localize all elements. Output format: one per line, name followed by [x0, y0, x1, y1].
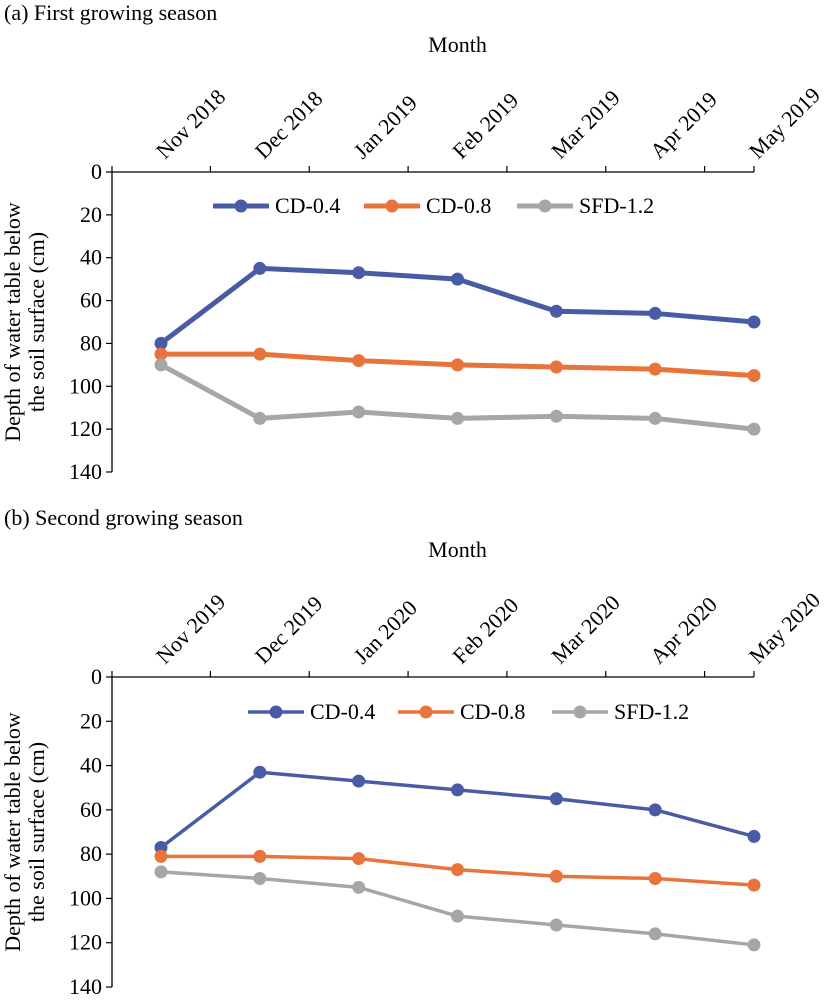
data-point	[747, 829, 761, 843]
data-point	[253, 849, 267, 863]
y-tick-label: 140	[69, 459, 102, 484]
x-tick-label: Feb 2020	[447, 593, 523, 669]
data-point	[747, 315, 761, 329]
data-point	[549, 360, 563, 374]
y-tick-label: 20	[80, 708, 102, 733]
panel-title: (b) Second growing season	[4, 505, 243, 530]
data-point	[352, 852, 366, 866]
legend-marker	[419, 705, 433, 719]
data-point	[648, 306, 662, 320]
legend-label: CD-0.8	[460, 699, 525, 724]
y-axis-title: the soil surface (cm)	[24, 232, 49, 412]
y-tick-label: 100	[69, 373, 102, 398]
y-axis-title: Depth of water table below	[0, 712, 25, 952]
data-point	[253, 261, 267, 275]
x-tick-label: May 2020	[744, 587, 825, 668]
y-tick-label: 100	[69, 885, 102, 910]
y-tick-label: 40	[80, 245, 102, 270]
y-tick-label: 80	[80, 330, 102, 355]
legend-label: SFD-1.2	[579, 193, 654, 218]
data-point	[253, 872, 267, 885]
data-point	[648, 872, 662, 885]
y-tick-label: 60	[80, 288, 102, 313]
x-tick-label: Feb 2019	[447, 88, 523, 164]
data-point	[451, 272, 464, 286]
line-chart-second-season: Month Nov 2019 Dec 2019 Jan 2020 Feb 2020 Mar…	[0, 537, 825, 999]
legend-marker	[385, 199, 399, 213]
x-axis-title: Month	[428, 32, 487, 57]
data-point	[352, 354, 366, 368]
data-point	[648, 411, 662, 425]
y-tick-label: 140	[69, 974, 102, 999]
panel-title: (a) First growing season	[4, 0, 218, 25]
y-tick-label: 20	[80, 202, 102, 227]
data-point	[154, 358, 168, 372]
data-point	[154, 336, 168, 350]
x-tick-label: Nov 2019	[151, 589, 230, 668]
data-point	[648, 803, 662, 817]
x-tick-label: Jan 2019	[349, 90, 422, 163]
x-tick-label: Dec 2019	[250, 591, 328, 669]
legend-marker	[234, 199, 248, 213]
y-tick-label: 120	[69, 416, 102, 441]
legend-label: SFD-1.2	[614, 699, 689, 724]
data-point	[549, 792, 563, 806]
data-point	[747, 422, 761, 436]
x-tick-label: May 2019	[744, 82, 825, 163]
data-point	[352, 880, 366, 894]
data-point	[253, 347, 267, 361]
y-axis-title: Depth of water table below	[0, 202, 25, 442]
legend-label: CD-0.4	[275, 193, 340, 218]
data-point	[253, 411, 267, 425]
series-line	[160, 870, 755, 947]
legend-label: CD-0.8	[426, 193, 491, 218]
data-point	[352, 405, 366, 419]
chart-panel-first-season: (a) First growing season Month Nov 2018 De…	[0, 0, 825, 484]
legend-label: CD-0.4	[310, 699, 375, 724]
legend-marker	[269, 705, 283, 719]
data-point	[549, 409, 563, 423]
data-point	[352, 266, 366, 280]
data-point	[451, 411, 464, 425]
data-point	[648, 927, 662, 941]
data-point	[549, 869, 563, 883]
data-point	[451, 909, 464, 923]
x-tick-label: Mar 2020	[546, 590, 625, 669]
data-point	[154, 347, 168, 361]
y-axis-title: the soil surface (cm)	[24, 742, 49, 922]
legend-marker	[573, 705, 587, 719]
chart-panel-second-season: (b) Second growing season Month Nov 2019 D…	[0, 505, 825, 1000]
data-point	[154, 865, 168, 879]
data-point	[352, 774, 366, 788]
x-tick-label: Jan 2020	[349, 595, 422, 668]
data-point	[747, 369, 761, 383]
y-tick-label: 0	[91, 664, 102, 689]
data-point	[253, 765, 267, 779]
y-tick-label: 120	[69, 930, 102, 955]
data-point	[747, 938, 761, 952]
y-tick-label: 40	[80, 753, 102, 778]
x-tick-label: Dec 2018	[250, 86, 328, 164]
line-chart-first-season: Month Nov 2018 Dec 2018 Jan 2019 Feb 2019 Mar…	[0, 32, 825, 484]
data-point	[451, 783, 464, 797]
x-axis-title: Month	[428, 537, 487, 562]
data-point	[451, 863, 464, 877]
data-point	[648, 362, 662, 376]
y-tick-label: 80	[80, 841, 102, 866]
data-point	[549, 304, 563, 318]
y-tick-label: 60	[80, 797, 102, 822]
x-tick-label: Mar 2019	[546, 85, 625, 164]
y-tick-label: 0	[91, 159, 102, 184]
data-point	[549, 918, 563, 932]
data-point	[451, 358, 464, 372]
legend-marker	[538, 199, 552, 213]
data-point	[154, 849, 168, 863]
data-point	[747, 878, 761, 892]
x-tick-label: Apr 2020	[645, 592, 722, 669]
x-tick-label: Nov 2018	[151, 84, 230, 163]
x-tick-label: Apr 2019	[645, 87, 722, 164]
